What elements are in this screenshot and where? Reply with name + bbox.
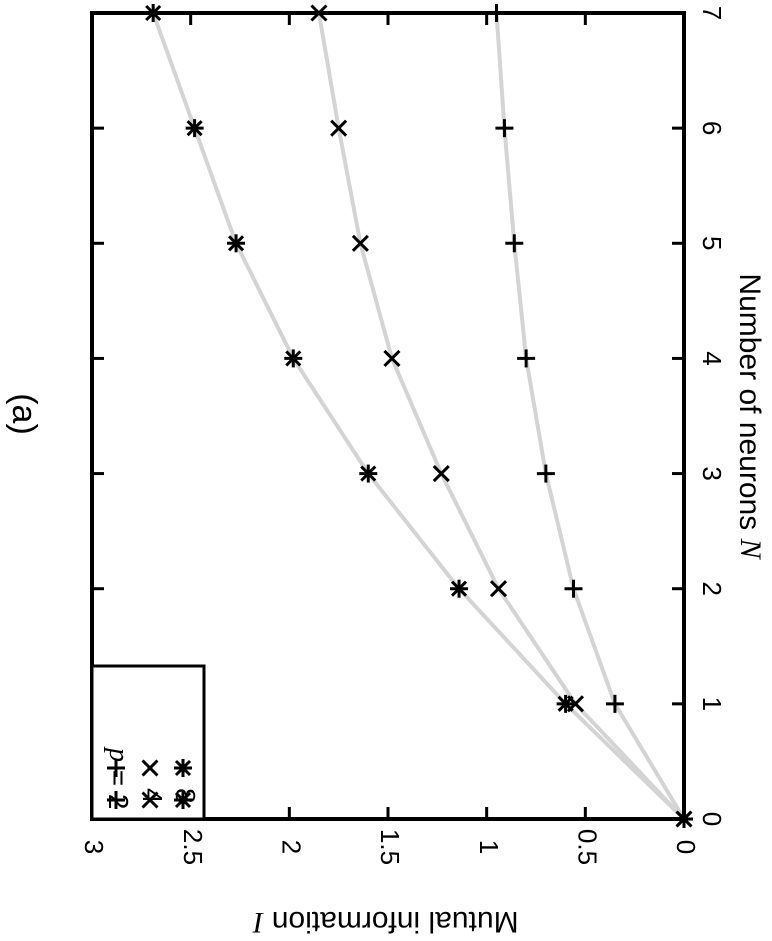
data-point-2-6 (495, 119, 514, 138)
x-tick-label: 6 (697, 121, 727, 135)
series-line-8 (151, 12, 686, 821)
data-point-4-6 (330, 119, 348, 137)
x-axis-ticks: 0 1 2 3 4 5 6 7 (92, 6, 727, 826)
x-tick-label: 3 (697, 466, 727, 480)
data-point-4-3 (432, 465, 450, 483)
x-tick-label: 4 (697, 351, 727, 365)
legend-label-4: 4 (137, 788, 168, 804)
data-point-8-4 (284, 349, 303, 368)
series-lines (151, 12, 686, 821)
data-point-2-4 (517, 349, 536, 368)
data-point-2-1 (605, 694, 624, 713)
data-point-4-2 (489, 580, 508, 598)
series-markers (144, 4, 693, 828)
legend-label-2: p = 2 (103, 746, 134, 810)
x-tick-label: 0 (697, 812, 727, 826)
x-tick-label: 2 (697, 581, 727, 595)
panel-label: (a) (5, 393, 43, 435)
x-axis-symbol: N (734, 538, 767, 561)
x-tick-label: 7 (697, 6, 727, 20)
legend-marker-4 (141, 791, 159, 809)
x-axis-label: Number of neurons N (733, 273, 767, 560)
legend-label-8: 8 (170, 788, 201, 804)
y-tick-label: 2.5 (178, 829, 208, 865)
data-point-4-5 (351, 234, 369, 252)
series-line-4 (316, 12, 686, 821)
data-point-4-4 (383, 349, 401, 367)
x-tick-label: 1 (697, 697, 727, 711)
data-point-2-3 (536, 464, 555, 483)
legend-marker-2-2 (107, 759, 125, 777)
y-tick-label: 1 (474, 840, 504, 854)
y-tick-label: 1.5 (375, 829, 405, 865)
legend-box (90, 664, 206, 821)
data-point-8-2 (450, 579, 469, 598)
data-point-2-5 (505, 234, 524, 253)
data-point-8-1 (556, 694, 575, 713)
legend-marker-4-2 (141, 759, 159, 777)
y-tick-label: 3 (79, 840, 109, 854)
data-point-8-5 (227, 234, 246, 253)
data-point-8-6 (185, 119, 204, 138)
x-tick-label: 5 (697, 236, 727, 250)
svg-text:Number of neurons N: Number of neurons N (733, 273, 767, 560)
y-tick-label: 0.5 (572, 829, 602, 865)
data-point-2-2 (564, 579, 583, 598)
y-tick-label: 0 (671, 840, 701, 854)
y-axis-label-text: Mutual information (272, 905, 519, 938)
y-axis-symbol: I (251, 906, 264, 939)
legend-marker-2 (107, 791, 125, 809)
x-axis-label-text: Number of neurons (733, 273, 766, 530)
y-axis-label: Mutual information I (251, 905, 518, 939)
svg-text:Mutual information I: Mutual information I (251, 905, 518, 939)
series-line-2 (494, 12, 686, 821)
data-point-8-3 (359, 464, 378, 483)
y-axis-ticks: 0 0.5 1 1.5 2 2.5 3 (79, 13, 701, 865)
legend-marker-8-2 (174, 759, 192, 777)
legend-marker-8 (174, 791, 192, 809)
y-tick-label: 2 (276, 840, 306, 854)
